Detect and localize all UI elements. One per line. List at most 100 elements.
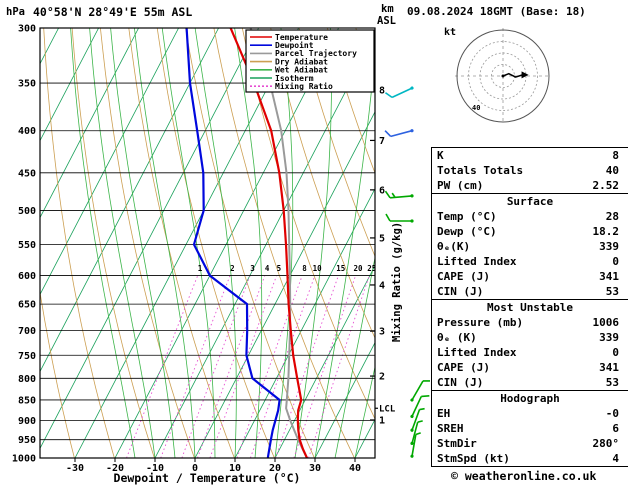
temperature-tick-label: -20 (106, 463, 124, 474)
mixing-ratio-value-label: 4 (265, 264, 270, 273)
stat-value: 40 (605, 164, 619, 177)
stat-value: 53 (605, 376, 619, 389)
mixing-ratio-value-label: 15 (336, 264, 345, 273)
page-title: 40°58'N 28°49'E 55m ASL (33, 5, 193, 19)
stats-section-surface: Surface Temp (°C) 28 Dewp (°C) 18.2 θₑ(K) 339 L… (432, 193, 628, 299)
legend-item-label: Dry Adiabat (275, 56, 328, 66)
legend-item-label: Temperature (275, 33, 328, 42)
legend-item-label: Parcel Trajectory (275, 48, 357, 58)
wind-barb (410, 407, 425, 432)
pressure-tick-label: 900 (18, 416, 36, 427)
mixing-ratio-value-label: 25 (367, 264, 376, 273)
pressure-axis-unit: hPa (6, 6, 25, 18)
stat-label: Dewp (°C) (437, 225, 497, 238)
stat-value: 280° (592, 437, 620, 450)
mixing-ratio-value-label: 3 (250, 264, 255, 273)
stat-row: CAPE (J) 341 (432, 360, 628, 375)
stat-value: 2.52 (592, 179, 620, 192)
stat-value: 8 (612, 149, 619, 162)
km-tick-label: 3 (379, 327, 385, 338)
temperature-tick-label: -30 (66, 463, 84, 474)
stat-label: Totals Totals (437, 164, 524, 177)
stat-row: PW (cm) 2.52 (432, 178, 628, 193)
wind-barb (410, 420, 423, 445)
pressure-tick-label: 800 (18, 374, 36, 385)
stat-value: 4 (612, 452, 619, 465)
wind-barb (385, 86, 414, 99)
hodograph-unit-label: kt (444, 27, 456, 38)
copyright-credit: © weatheronline.co.uk (451, 469, 597, 483)
temperature-tick-label: 30 (309, 463, 321, 474)
stat-row: SREH 6 (432, 421, 628, 436)
wind-barb (385, 213, 414, 223)
temperature-profile-line (229, 28, 309, 458)
temperature-tick-label: -10 (146, 463, 164, 474)
km-tick-label: 6 (379, 185, 385, 196)
wind-barb (410, 380, 430, 402)
stat-label: EH (437, 407, 451, 420)
plot-area: 1 2 3 4 5 8 10 15 20 25 (40, 28, 376, 458)
altitude-axis-unit-asl: ASL (377, 15, 396, 27)
stat-value: 28 (605, 210, 619, 223)
stat-value: 53 (605, 285, 619, 298)
stat-row: θₑ(K) 339 (432, 239, 628, 254)
legend-item-label: Mixing Ratio (275, 81, 333, 91)
wind-barb (410, 394, 430, 418)
temperature-tick-label: 40 (349, 463, 361, 474)
stat-row: StmDir 280° (432, 436, 628, 451)
stat-label: Lifted Index (437, 346, 517, 359)
stat-label: CIN (J) (437, 376, 484, 389)
stat-label: CIN (J) (437, 285, 484, 298)
stat-row: CIN (J) 53 (432, 284, 628, 299)
dewpoint-profile-line (185, 28, 281, 458)
stat-row: Dewp (°C) 18.2 (432, 224, 628, 239)
pressure-tick-label: 700 (18, 326, 36, 337)
datetime-label: 09.08.2024 18GMT (Base: 18) (407, 5, 586, 18)
km-tick-label: 1 (379, 415, 385, 426)
mixing-ratio-value-label: 1 (198, 264, 203, 273)
indices-block: K 8 Totals Totals 40 PW (cm) 2.52 (432, 148, 628, 193)
wind-barb (410, 432, 421, 458)
stat-value: -0 (605, 407, 619, 420)
mixing-ratio-value-label: 2 (230, 264, 235, 273)
stat-label: Pressure (mb) (437, 316, 524, 329)
stat-row: θₑ (K) 339 (432, 330, 628, 345)
stat-row: Lifted Index 0 (432, 254, 628, 269)
stat-row: EH -0 (432, 406, 628, 421)
legend-item-label: Dewpoint (275, 40, 314, 50)
stat-label: Temp (°C) (437, 210, 497, 223)
hodograph-trace (501, 71, 529, 79)
mixing-ratio-axis-label: Mixing Ratio (g/kg) (391, 221, 403, 342)
pressure-tick-label: 350 (18, 79, 36, 90)
km-tick-label: 2 (379, 372, 385, 383)
stat-row: Lifted Index 0 (432, 345, 628, 360)
stat-label: K (437, 149, 444, 162)
hodograph: kt 40 (444, 27, 551, 124)
stat-value: 0 (612, 255, 619, 268)
stat-row: CIN (J) 53 (432, 375, 628, 390)
altitude-axis-unit-km: km (381, 3, 394, 15)
pressure-tick-label: 1000 (12, 454, 36, 465)
stat-row: CAPE (J) 341 (432, 269, 628, 284)
pressure-tick-label: 450 (18, 168, 36, 179)
stat-label: CAPE (J) (437, 270, 490, 283)
legend-item-label: Wet Adiabat (275, 65, 328, 75)
pressure-tick-label: 950 (18, 435, 36, 446)
temperature-tick-label: 0 (192, 463, 198, 474)
pressure-tick-label: 650 (18, 300, 36, 311)
pressure-tick-label: 500 (18, 206, 36, 217)
stats-section-hodograph: Hodograph EH -0 SREH 6 StmDir 280° StmSpd (kt) 4 (432, 390, 628, 466)
stat-value: 18.2 (592, 225, 620, 238)
skewt-chart: 1 2 3 4 5 8 10 15 20 2530035040045050055060065070… (12, 24, 430, 474)
temperature-tick-label: 10 (229, 463, 241, 474)
mixing-ratio-value-label: 5 (277, 264, 282, 273)
legend-item-label: Isotherm (275, 74, 314, 83)
temperature-tick-label: 20 (269, 463, 281, 474)
stat-row: Pressure (mb) 1006 (432, 315, 628, 330)
km-tick-label: 7 (379, 136, 385, 147)
lcl-label: LCL (379, 404, 396, 414)
stat-value: 0 (612, 346, 619, 359)
